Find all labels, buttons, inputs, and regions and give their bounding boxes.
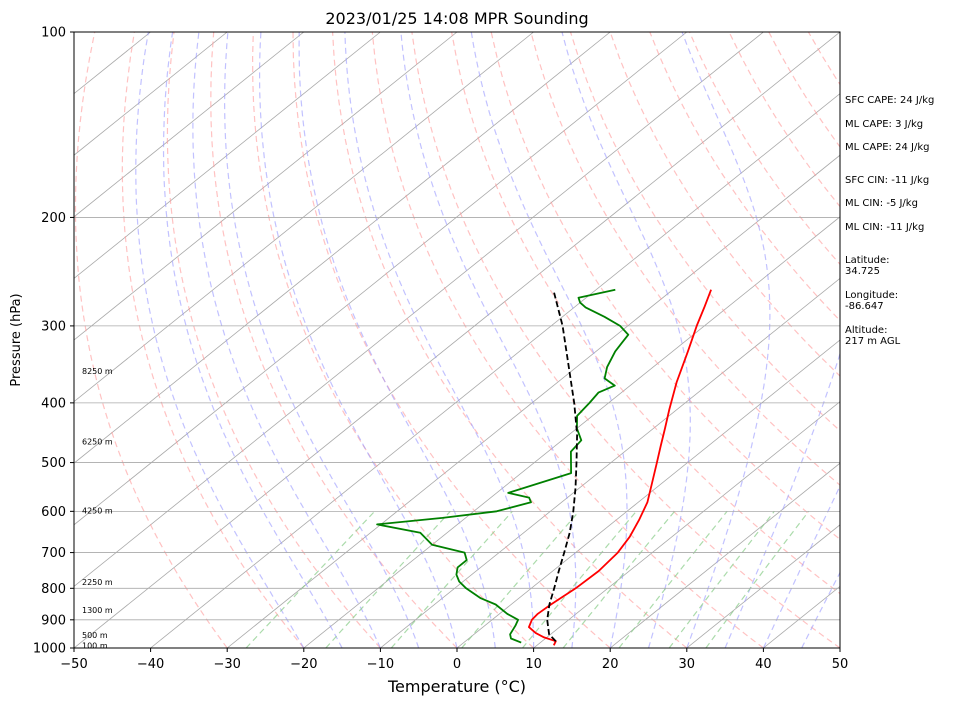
dry-adiabat-line [332,32,688,648]
y-tick-label: 1000 [33,642,66,657]
isotherm-line [686,524,840,648]
y-tick-label: 300 [41,319,66,334]
isotherm-line [74,32,458,341]
temperature-profile-line [528,289,712,646]
dry-adiabat-line [292,32,611,648]
dry-adiabat-line [649,32,840,322]
dry-adiabat-line [121,32,305,648]
y-tick-label: 700 [41,546,66,561]
altitude-label: Altitude: [845,325,888,336]
sfc-cin-label: SFC CIN: -11 J/kg [845,175,930,186]
dry-adiabat-line [166,32,381,648]
mixing-ratio-line [325,510,451,648]
x-tick-label: 20 [602,657,619,672]
y-tick-label: 400 [41,396,66,411]
isotherm-line [74,32,534,403]
mixing-ratio-line [461,510,580,648]
dry-adiabat-line [411,32,840,648]
dewpoint-profile-line [376,288,630,644]
dry-adiabat-line [451,32,840,595]
dry-adiabat-line [927,32,953,648]
height-label: 500 m [82,631,108,640]
isotherm-line [533,401,840,648]
ml-cape-label: ML CAPE: 3 J/kg [845,119,924,130]
height-label: 6250 m [82,437,113,446]
y-tick-label: 100 [41,26,66,41]
moist-adiabat-line [192,32,381,648]
longitude-value: -86.647 [845,301,884,312]
dry-adiabat-line [609,32,840,377]
altitude-value: 217 m AGL [845,336,901,347]
x-tick-label: 10 [525,657,542,672]
x-tick-label: 50 [832,657,849,672]
x-axis-ticks: −50 −40 −30 −20 −10 0 10 20 30 40 50 [60,648,848,672]
y-tick-label: 600 [41,505,66,520]
mixing-ratio-line [522,510,637,648]
isotherm-line [74,32,764,587]
mixing-ratio-line [562,510,676,648]
moist-adiabat-line [223,32,420,648]
ml-cin-label-2: ML CIN: -11 J/kg [845,222,925,233]
x-axis-label: Temperature (°C) [387,677,526,696]
height-label: 2250 m [82,578,113,587]
x-tick-label: −30 [213,657,240,672]
sfc-cape-label: SFC CAPE: 24 J/kg [845,95,935,106]
x-tick-label: −10 [367,657,394,672]
y-tick-label: 900 [41,613,66,628]
isotherm-line [74,32,381,279]
x-tick-label: −20 [290,657,317,672]
mixing-ratio-line [390,510,513,648]
y-tick-label: 500 [41,456,66,471]
chart-title: 2023/01/25 14:08 MPR Sounding [325,9,588,28]
isotherm-line [74,32,840,648]
moist-adiabat-line [724,32,840,648]
dry-adiabat-line [371,32,764,648]
latitude-value: 34.725 [845,266,880,277]
x-tick-label: 30 [679,657,696,672]
moist-adiabat-line [470,32,628,648]
isotherm-line [609,462,840,648]
x-tick-label: 0 [453,657,461,672]
moist-adiabat-line [162,32,343,648]
ml-cin-label: ML CIN: -5 J/kg [845,198,918,209]
moist-adiabat-line [344,32,535,648]
dry-adiabat-line [251,32,535,648]
x-tick-label: −50 [60,657,87,672]
moist-adiabat-line [298,32,496,648]
moist-adiabat-line [259,32,458,648]
height-label: 4250 m [82,506,113,515]
background-lines [74,32,953,648]
parcel-profile-line [546,292,578,642]
isotherm-line [150,93,840,648]
isotherm-line [74,32,611,464]
y-tick-label: 200 [41,211,66,226]
isotherm-line [226,154,840,648]
y-tick-label: 800 [41,582,66,597]
x-tick-label: 40 [755,657,772,672]
isotherm-line [380,277,840,648]
isotherm-line [74,32,688,526]
dry-adiabat-line [74,32,228,648]
moist-adiabat-line [681,32,771,648]
isotherm-line [456,339,840,648]
ml-cape-label-2: ML CAPE: 24 J/kg [845,142,930,153]
y-axis-label: Pressure (hPa) [9,293,24,386]
height-label: 8250 m [82,367,113,376]
dry-adiabat-line [210,32,458,648]
longitude-label: Longitude: [845,290,899,301]
latitude-label: Latitude: [845,255,890,266]
x-tick-label: −40 [137,657,164,672]
mixing-ratio-line [245,510,376,648]
moist-adiabat-line [135,32,305,648]
isotherm-line [74,32,305,218]
y-axis-ticks: 100 200 300 400 500 600 700 800 900 1000 [33,26,74,657]
height-label: 1300 m [82,606,113,615]
moist-adiabat-line [400,32,577,648]
isotherm-line [74,32,228,156]
profile-lines [376,288,712,646]
height-label: 100 m [82,641,108,650]
moist-adiabat-line [561,32,691,648]
